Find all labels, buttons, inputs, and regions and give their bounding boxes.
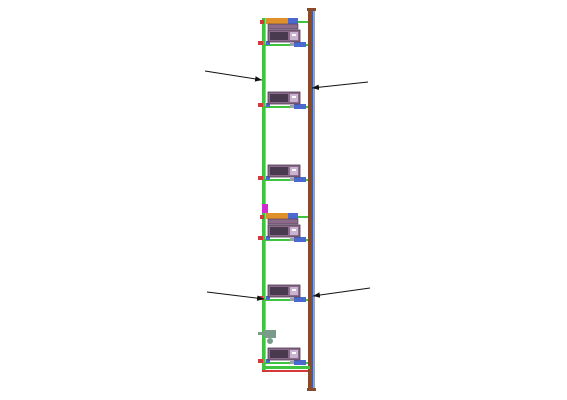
mast-stripe-gray [313,10,315,390]
green-frame-rail [262,18,265,370]
unit-label-plate [292,229,296,231]
frame-crossbar [262,239,308,241]
gray-valve-stem [258,332,264,335]
unit-face [270,227,288,235]
arrow-right-upper [311,81,369,91]
equipment-unit-6 [258,347,308,365]
mast-clamp-bolt [290,43,294,46]
unit-face [270,32,288,40]
mast-clamp-bolt [290,238,294,241]
unit-label-plate [292,289,296,291]
top-bracket-orange [266,213,288,219]
top-bracket-housing [267,218,299,225]
arrow-right-lower [312,287,371,298]
top-bracket-fitting [260,215,264,219]
magenta-connector [262,204,268,213]
gray-valve-knob [267,338,273,344]
frame-crossbar [262,179,308,181]
mast-clamp [294,42,306,47]
mast-clamp [294,237,306,242]
top-bracket-blue [288,18,298,24]
frame-fitting-red [258,236,263,240]
frame-fitting-red [258,103,263,107]
equipment-unit-2 [258,91,308,109]
base-crossbar [262,366,310,369]
unit-face [270,94,288,102]
top-bracket-blue [288,213,298,219]
mast-stripe-blue [311,10,313,390]
unit-label-plate [292,96,296,98]
equipment-unit-3 [258,164,308,182]
frame-crossbar [262,106,308,108]
mast-bottom-cap [307,388,316,391]
mast-clamp-bolt [290,105,294,108]
frame-crossbar [262,44,308,46]
top-bracket-orange [266,18,288,24]
unit-face [270,350,288,358]
mast-clamp [294,177,306,182]
mast-clamp [294,104,306,109]
equipment-unit-4 [258,213,308,242]
base-plate-red [262,370,308,372]
unit-face [270,167,288,175]
unit-face [270,287,288,295]
equipment-unit-5 [258,284,308,302]
frame-fitting-blue [266,359,270,363]
top-bracket-link [298,21,308,23]
frame-fitting-red [258,41,263,45]
frame-crossbar [262,362,308,364]
unit-label-plate [292,352,296,354]
frame-crossbar [262,299,308,301]
arrow-left-lower [206,291,265,301]
mast-top-cap [307,8,316,11]
frame-fitting-blue [266,296,270,300]
mast-clamp [294,297,306,302]
frame-fitting-red [258,176,263,180]
unit-label-plate [292,169,296,171]
top-bracket-housing [267,23,299,30]
top-bracket-fitting [260,20,264,24]
unit-label-plate [292,34,296,36]
mast-clamp-bolt [290,361,294,364]
green-frame-highlight [265,18,266,370]
top-bracket-link [298,216,308,218]
frame-fitting-blue [266,41,270,45]
mast-clamp [294,360,306,365]
frame-fitting-red [258,359,263,363]
mast-clamp-bolt [290,178,294,181]
equipment-unit-1 [258,18,308,47]
frame-fitting-blue [266,176,270,180]
gray-valve-fitting [264,330,276,338]
mast-stripe-brown [308,10,311,390]
frame-fitting-blue [266,103,270,107]
frame-fitting-blue [266,236,270,240]
arrow-left-upper [204,70,263,82]
mast-clamp-bolt [290,298,294,301]
